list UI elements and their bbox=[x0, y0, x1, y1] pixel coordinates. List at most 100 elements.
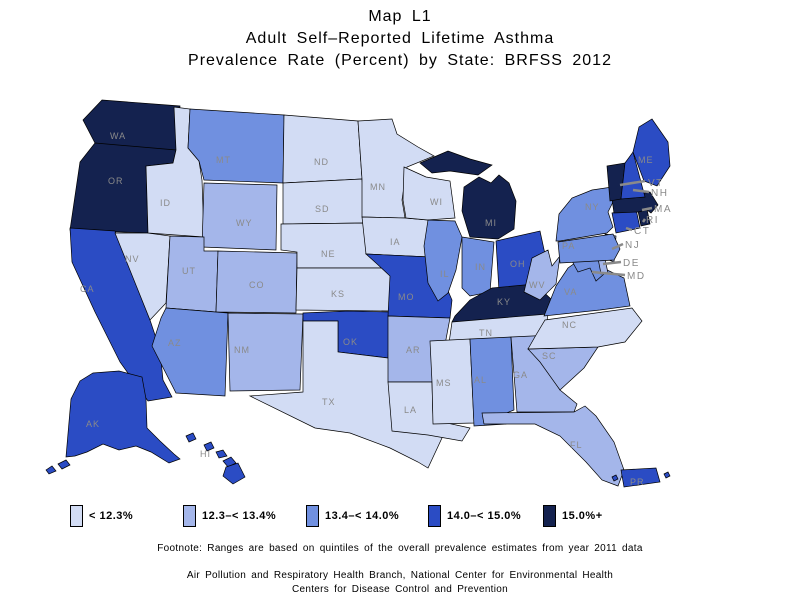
state-label-sd: SD bbox=[315, 204, 330, 214]
callout-line-de bbox=[602, 260, 622, 266]
legend: < 12.3% 12.3–< 13.4% 13.4–< 14.0% 14.0–< 15… bbox=[0, 505, 800, 531]
state-label-me: ME bbox=[638, 155, 654, 165]
legend-swatch-2 bbox=[306, 505, 319, 527]
state-nd bbox=[282, 114, 363, 184]
state-label-ia: IA bbox=[390, 237, 401, 247]
title-line-3: Prevalence Rate (Percent) by State: BRFS… bbox=[188, 52, 612, 69]
state-mt bbox=[187, 108, 285, 184]
state-hi bbox=[185, 432, 197, 443]
state-callout-label-ma: MA bbox=[654, 204, 672, 215]
state-ak bbox=[45, 465, 57, 475]
state-label-wi: WI bbox=[430, 197, 443, 207]
credits-block: Air Pollution and Respiratory Health Bra… bbox=[0, 569, 800, 597]
state-label-wy: WY bbox=[236, 218, 253, 228]
state-callout-label-de: DE bbox=[623, 258, 640, 269]
callout-line-md bbox=[591, 270, 626, 277]
legend-swatch-1 bbox=[183, 505, 196, 527]
state-ny bbox=[555, 186, 617, 242]
legend-label-0: < 12.3% bbox=[89, 510, 134, 522]
state-label-ks: KS bbox=[331, 289, 345, 299]
state-label-ky: KY bbox=[497, 297, 511, 307]
state-label-mo: MO bbox=[398, 292, 415, 302]
state-pr bbox=[620, 467, 661, 488]
state-label-nc: NC bbox=[562, 320, 577, 330]
state-label-pr: PR bbox=[630, 477, 645, 487]
state-nh bbox=[620, 151, 646, 200]
state-label-ga: GA bbox=[513, 370, 528, 380]
state-sd bbox=[282, 178, 367, 225]
state-label-wa: WA bbox=[110, 131, 126, 141]
state-label-wv: WV bbox=[529, 280, 546, 290]
legend-swatch-0 bbox=[70, 505, 83, 527]
state-label-mt: MT bbox=[216, 155, 231, 165]
state-label-sc: SC bbox=[542, 351, 557, 361]
callout-line-ma bbox=[641, 206, 653, 212]
state-mi bbox=[419, 150, 493, 176]
state-wy bbox=[201, 182, 278, 251]
state-wv bbox=[523, 249, 561, 301]
legend-item-4: 15.0%+ bbox=[543, 505, 603, 529]
state-fl bbox=[481, 405, 625, 487]
state-callout-label-ct: CT bbox=[634, 226, 650, 237]
state-label-id: ID bbox=[160, 198, 171, 208]
legend-item-1: 12.3–< 13.4% bbox=[183, 505, 276, 529]
state-pr bbox=[611, 474, 619, 482]
state-wa bbox=[82, 99, 181, 151]
state-mi bbox=[461, 174, 517, 240]
state-label-pa: PA bbox=[562, 241, 575, 251]
state-pa bbox=[557, 233, 621, 264]
title-line-1: Map L1 bbox=[368, 8, 432, 25]
state-ak bbox=[57, 459, 71, 470]
state-ms bbox=[429, 338, 475, 425]
state-label-mn: MN bbox=[370, 182, 386, 192]
state-label-ak: AK bbox=[86, 419, 100, 429]
callout-line-ri bbox=[641, 218, 647, 223]
state-callout-label-nj: NJ bbox=[625, 240, 640, 251]
state-co bbox=[215, 250, 298, 314]
state-label-ca: CA bbox=[80, 284, 95, 294]
state-hi bbox=[215, 449, 228, 459]
title-line-2: Adult Self–Reported Lifetime Asthma bbox=[245, 30, 555, 47]
callout-line-ct bbox=[625, 226, 633, 232]
state-label-tx: TX bbox=[322, 397, 336, 407]
state-label-az: AZ bbox=[168, 338, 182, 348]
state-label-ok: OK bbox=[343, 337, 358, 347]
state-hi bbox=[222, 462, 246, 485]
legend-label-1: 12.3–< 13.4% bbox=[202, 510, 277, 522]
legend-swatch-3 bbox=[428, 505, 441, 527]
state-wi bbox=[402, 166, 456, 221]
state-hi bbox=[203, 441, 215, 452]
callout-line-nj bbox=[611, 242, 624, 251]
state-label-ny: NY bbox=[585, 202, 600, 212]
footnote: Footnote: Ranges are based on quintiles … bbox=[157, 543, 643, 554]
state-pr bbox=[663, 471, 671, 479]
legend-label-4: 15.0%+ bbox=[562, 510, 603, 522]
state-callout-label-md: MD bbox=[627, 271, 646, 282]
state-callout-label-ri: RI bbox=[646, 215, 659, 226]
state-label-or: OR bbox=[108, 176, 124, 186]
state-ak bbox=[65, 370, 181, 464]
state-in bbox=[461, 236, 495, 297]
legend-label-3: 14.0–< 15.0% bbox=[447, 510, 522, 522]
state-nm bbox=[227, 312, 304, 392]
legend-item-0: < 12.3% bbox=[70, 505, 133, 529]
callout-line-nh bbox=[632, 188, 650, 194]
state-il bbox=[423, 219, 463, 302]
state-callout-label-nh: NH bbox=[651, 188, 668, 199]
legend-label-2: 13.4–< 14.0% bbox=[325, 510, 400, 522]
state-label-fl: FL bbox=[570, 440, 583, 450]
state-label-hi: HI bbox=[200, 449, 211, 459]
state-label-ne: NE bbox=[321, 249, 336, 259]
state-label-nm: NM bbox=[234, 345, 250, 355]
chart-title: Map L1 Adult Self–Reported Lifetime Asth… bbox=[0, 6, 800, 72]
state-label-ut: UT bbox=[182, 266, 196, 276]
legend-swatch-4 bbox=[543, 505, 556, 527]
state-label-co: CO bbox=[249, 280, 265, 290]
state-label-mi: MI bbox=[485, 218, 497, 228]
credits-line-2: Centers for Disease Control and Preventi… bbox=[291, 584, 509, 595]
credits-line-1: Air Pollution and Respiratory Health Bra… bbox=[186, 570, 614, 581]
state-me bbox=[632, 118, 671, 187]
state-label-ar: AR bbox=[406, 345, 421, 355]
